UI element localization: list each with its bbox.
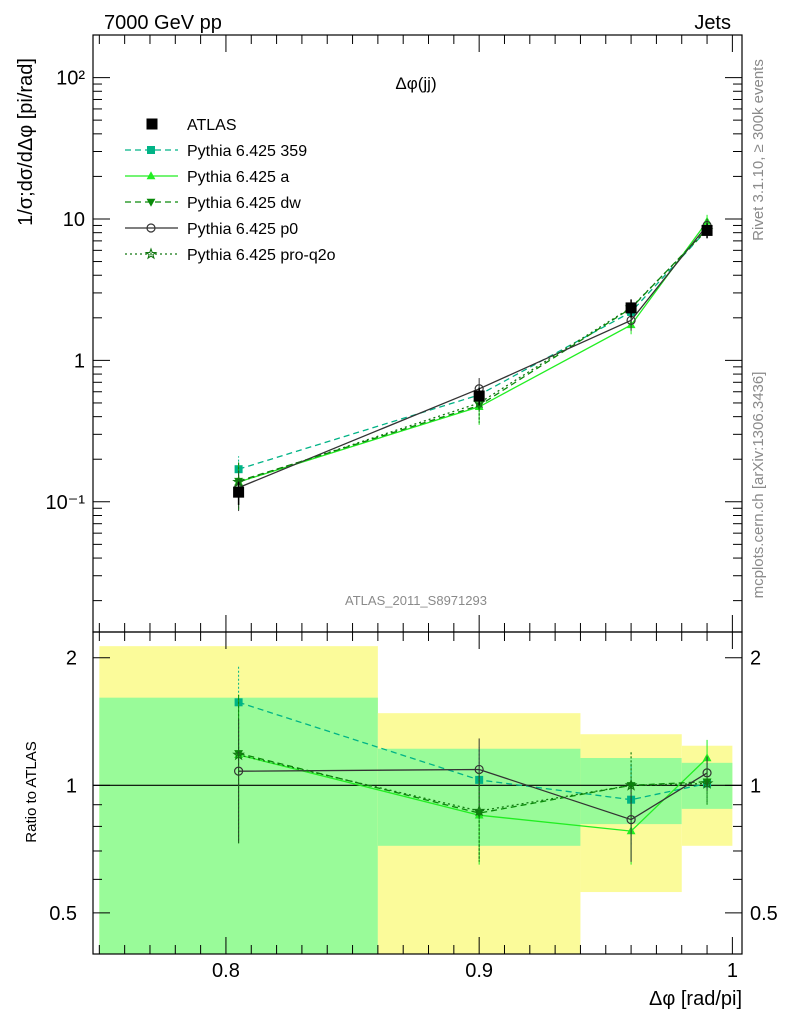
analysis-watermark: ATLAS_2011_S8971293 [345, 593, 487, 608]
header-left: 7000 GeV pp [104, 12, 222, 34]
legend-item-pythia-6-425-dw: Pythia 6.425 dw [125, 195, 301, 212]
data-point [625, 302, 637, 314]
data-point [233, 486, 245, 498]
ratio-y-tick-label-right: 0.5 [750, 903, 778, 925]
data-point [701, 224, 713, 236]
data-point [473, 390, 485, 402]
legend-marker [146, 171, 156, 180]
main-title: Δφ(jj) [395, 74, 436, 93]
ratio-y-axis-label: Ratio to ATLAS [23, 741, 40, 842]
y-tick-label: 10⁻¹ [46, 492, 86, 514]
series-line [238, 224, 708, 489]
series-line [238, 228, 708, 482]
ratio-line [238, 754, 708, 832]
legend-marker [144, 247, 158, 260]
x-tick-label: 0.8 [212, 960, 240, 982]
legend-item-pythia-6-425-359: Pythia 6.425 359 [125, 143, 307, 160]
main-panel: 10⁻¹ 1 10 10² Δφ(jj) ATLAS_2011_S8971293 1/… [15, 34, 743, 633]
legend-label: Pythia 6.425 359 [187, 143, 307, 160]
ratio-line [238, 752, 708, 814]
series-pythia-6-425-pro-q2o [232, 223, 714, 510]
main-axis-ticks: 10⁻¹ 1 10 10² [46, 34, 742, 632]
legend-marker [147, 146, 155, 154]
legend-item-pythia-6-425-p0: Pythia 6.425 p0 [125, 221, 298, 238]
y-tick-label: 1 [74, 350, 85, 372]
legend-label: Pythia 6.425 dw [187, 195, 301, 212]
series-atlas [233, 223, 713, 505]
legend-marker [146, 118, 158, 130]
y-tick-label: 10 [63, 209, 85, 231]
ratio-line [238, 701, 708, 801]
legend-label: Pythia 6.425 a [187, 169, 289, 186]
y-tick-label: 10² [56, 68, 85, 90]
ratio-point [626, 815, 636, 825]
legend-marker [146, 198, 156, 207]
series-pythia-6-425-dw [234, 222, 712, 509]
ratio-point [700, 776, 714, 789]
side-annotation-top: Rivet 3.1.10, ≥ 300k events [750, 59, 767, 241]
side-annotation-bottom: mcplots.cern.ch [arXiv:1306.3436] [750, 372, 767, 599]
legend-item-atlas: ATLAS [146, 117, 237, 134]
ratio-plot-area [93, 646, 742, 954]
main-y-axis-label: 1/σ;dσ/dΔφ [pi/rad] [15, 58, 37, 226]
ratio-series-pythia-6-425-pro-q2o [232, 695, 714, 860]
main-plot-area [232, 214, 714, 512]
ratio-y-tick-label: 0.5 [49, 903, 77, 925]
ratio-panel: 0.5 0.5 1 1 2 2 0.8 0.9 1 Ratio to ATLAS Δφ [rad… [23, 631, 778, 1010]
ratio-y-tick-label-right: 2 [750, 648, 761, 670]
legend-marker [146, 223, 156, 233]
x-tick-label: 0.9 [465, 960, 493, 982]
ratio-point [232, 748, 245, 761]
ratio-axis-ticks: 0.5 0.5 1 1 2 2 0.8 0.9 1 [49, 632, 778, 982]
series-line [238, 229, 708, 483]
ratio-y-tick-label: 2 [66, 648, 77, 670]
header-right: Jets [694, 12, 731, 34]
ratio-line [238, 768, 708, 821]
legend-label: Pythia 6.425 pro-q2o [187, 247, 336, 264]
ratio-y-tick-label: 1 [66, 775, 77, 797]
legend-label: Pythia 6.425 p0 [187, 221, 298, 238]
x-tick-label: 1 [727, 960, 738, 982]
ratio-point [624, 778, 638, 791]
legend-item-pythia-6-425-a: Pythia 6.425 a [125, 169, 289, 186]
ratio-y-tick-label-right: 1 [750, 775, 761, 797]
ratio-frame [92, 631, 743, 955]
ratio-point [472, 804, 486, 817]
x-axis-label: Δφ [rad/pi] [649, 988, 742, 1010]
legend: ATLAS Pythia 6.425 359 Pythia 6.425 a Pythi… [125, 117, 336, 264]
series-line [238, 229, 708, 470]
legend-item-pythia-6-425-pro-q2o: Pythia 6.425 pro-q2o [125, 247, 336, 264]
legend-label: ATLAS [187, 117, 237, 134]
